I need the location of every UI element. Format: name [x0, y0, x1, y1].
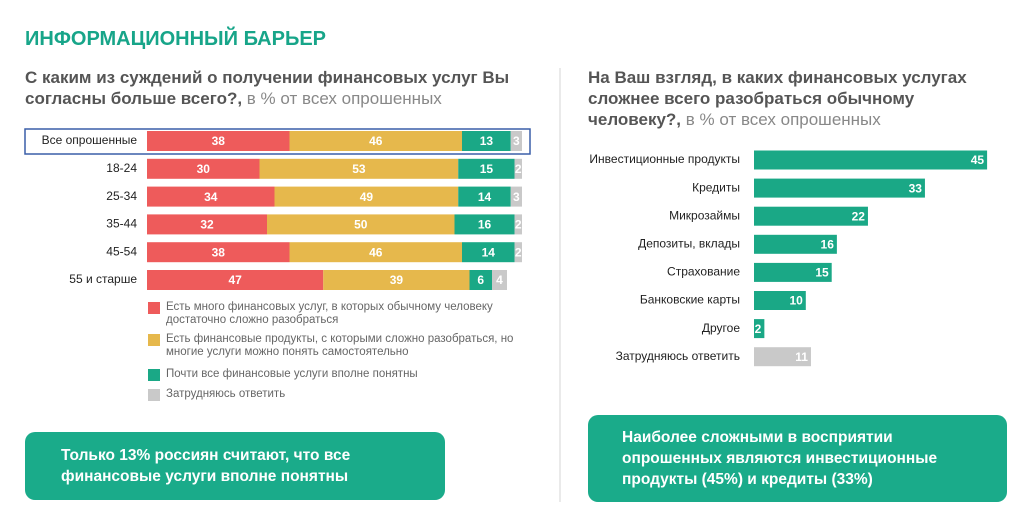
- bar: [754, 150, 988, 170]
- legend-swatch: [148, 369, 160, 381]
- bar-segment: [147, 186, 275, 207]
- value-label: 14: [478, 190, 492, 204]
- value-label: 2: [515, 245, 522, 259]
- bar-segment: [289, 242, 462, 263]
- bar-segment: [510, 131, 522, 151]
- legend-swatch: [148, 302, 160, 314]
- category-label: Страхование: [667, 265, 740, 279]
- value-label: 47: [228, 273, 242, 287]
- value-label: 32: [200, 218, 214, 232]
- category-label: 45-54: [106, 244, 137, 258]
- legend-label: Есть много финансовых услуг, в которых о…: [166, 301, 493, 326]
- bar-segment: [147, 242, 290, 263]
- callout: Наиболее сложными в восприятии опрошенны…: [588, 415, 1007, 502]
- value-label: 10: [789, 294, 803, 308]
- category-label: 18-24: [106, 161, 137, 175]
- bar: [754, 291, 806, 310]
- category-label: 35-44: [106, 217, 137, 231]
- value-label: 13: [480, 134, 494, 148]
- value-label: 46: [369, 134, 383, 148]
- legend-swatch: [148, 334, 160, 346]
- value-label: 11: [795, 350, 808, 364]
- legend-label: Почти все финансовые услуги вполне понят…: [166, 368, 418, 380]
- value-label: 53: [352, 162, 366, 176]
- value-label: 38: [212, 134, 226, 148]
- chart-title: На Ваш взгляд, в каких финансовых услуга…: [588, 68, 967, 129]
- value-label: 16: [821, 237, 835, 251]
- legend-swatch: [148, 389, 160, 401]
- category-label: Другое: [702, 321, 740, 335]
- bar-segment: [458, 186, 511, 207]
- value-label: 46: [369, 245, 383, 259]
- value-label: 3: [513, 190, 520, 204]
- bar-segment: [267, 214, 455, 235]
- category-label: 55 и старше: [69, 272, 137, 286]
- value-label: 16: [478, 218, 492, 232]
- value-label: 2: [515, 162, 522, 176]
- value-label: 34: [204, 190, 218, 204]
- value-label: 3: [513, 134, 520, 148]
- value-label: 15: [815, 266, 829, 280]
- bar-segment: [492, 270, 507, 290]
- category-label: Затрудняюсь ответить: [616, 349, 740, 363]
- bar-segment: [147, 270, 324, 290]
- value-label: 14: [482, 245, 496, 259]
- bar-segment: [147, 158, 260, 179]
- value-label: 22: [852, 209, 866, 223]
- chart-subtitle: в % от всех опрошенных: [246, 89, 442, 108]
- bar: [754, 178, 925, 198]
- value-label: 49: [360, 190, 374, 204]
- category-label: Банковские карты: [640, 293, 740, 307]
- category-label: Все опрошенные: [42, 133, 138, 147]
- bar-segment: [514, 158, 522, 179]
- value-label: 33: [909, 181, 923, 195]
- value-label: 50: [354, 218, 368, 232]
- bar: [754, 347, 811, 367]
- value-label: 2: [755, 322, 762, 336]
- value-label: 38: [212, 245, 226, 259]
- chart-title-block: С каким из суждений о получении финансов…: [25, 67, 525, 109]
- legend-label: Затрудняюсь ответить: [166, 388, 286, 400]
- value-label: 45: [971, 153, 985, 167]
- bar-segment: [510, 186, 522, 207]
- bar-segment: [462, 242, 515, 263]
- category-label: Инвестиционные продукты: [589, 152, 740, 166]
- category-label: Микрозаймы: [669, 208, 740, 222]
- callout: Только 13% россиян считают, что все фина…: [25, 432, 445, 500]
- bar: [754, 234, 837, 254]
- row-highlight: [24, 128, 531, 155]
- chart-title-block: На Ваш взгляд, в каких финансовых услуга…: [588, 67, 1008, 130]
- bar-segment: [454, 214, 515, 235]
- bar-segment: [458, 158, 515, 179]
- value-label: 2: [515, 218, 522, 232]
- legend-label: Есть финансовые продукты, с которыми сло…: [166, 333, 514, 358]
- bar: [754, 319, 765, 339]
- bar-segment: [514, 242, 522, 263]
- value-label: 6: [477, 273, 484, 287]
- category-label: 25-34: [106, 189, 137, 203]
- bar-segment: [274, 186, 459, 207]
- bar: [754, 262, 832, 282]
- bar-segment: [469, 270, 492, 290]
- value-label: 39: [390, 273, 404, 287]
- chart-title: С каким из суждений о получении финансов…: [25, 68, 510, 108]
- bar-segment: [323, 270, 470, 290]
- bar: [754, 206, 868, 226]
- category-label: Депозиты, вклады: [638, 236, 740, 250]
- bar-segment: [462, 131, 511, 151]
- bar-segment: [289, 131, 462, 151]
- value-label: 30: [197, 162, 211, 176]
- chart-subtitle: в % от всех опрошенных: [685, 110, 881, 129]
- value-label: 4: [496, 273, 503, 287]
- bar-segment: [514, 214, 522, 235]
- bar-segment: [147, 214, 267, 235]
- category-label: Кредиты: [692, 180, 740, 194]
- value-label: 15: [480, 162, 494, 176]
- bar-segment: [147, 131, 290, 151]
- bar-segment: [259, 158, 459, 179]
- page-title: ИНФОРМАЦИОННЫЙ БАРЬЕР: [25, 28, 327, 50]
